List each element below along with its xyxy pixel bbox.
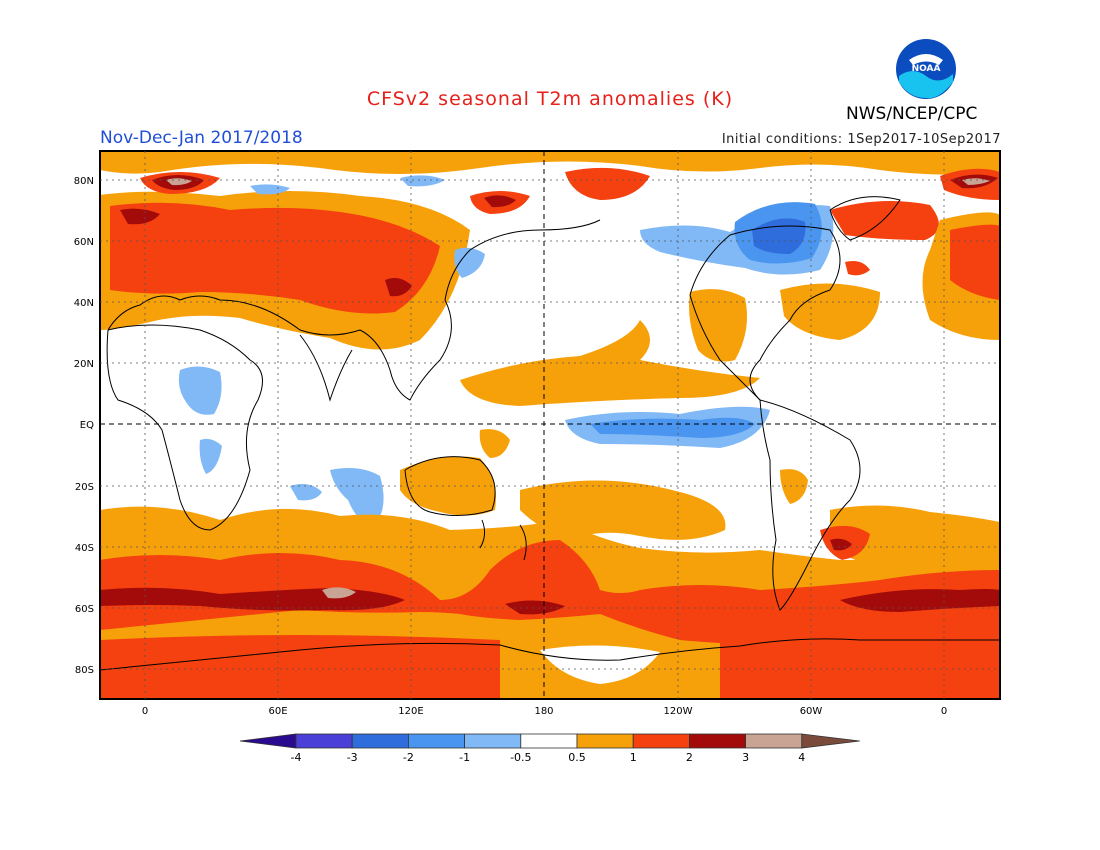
initial-conditions: Initial conditions: 1Sep2017-10Sep2017	[721, 132, 1001, 147]
legend-label: -1	[459, 751, 470, 764]
lat-label: 20N	[74, 359, 94, 370]
lon-label: 60W	[800, 706, 823, 717]
legend-swatch	[464, 733, 522, 749]
legend-swatch	[689, 733, 747, 749]
agency-label: NWS/NCEP/CPC	[846, 104, 978, 124]
legend-swatch	[632, 733, 690, 749]
legend-label: 3	[742, 751, 749, 764]
lat-label: 60S	[75, 604, 94, 615]
lon-label: 60E	[268, 706, 287, 717]
lon-label: 0	[142, 706, 148, 717]
legend-swatch	[295, 733, 353, 749]
lon-label: 180	[534, 706, 553, 717]
gridlines	[100, 151, 1000, 699]
lat-label: 80S	[75, 665, 94, 676]
legend-label: -3	[347, 751, 358, 764]
coastlines	[100, 196, 1000, 671]
legend-label: 4	[798, 751, 805, 764]
legend-label: -0.5	[510, 751, 531, 764]
legend-swatch	[801, 733, 860, 749]
svg-text:NOAA: NOAA	[912, 64, 941, 74]
legend-label: -2	[403, 751, 414, 764]
legend-swatch	[576, 733, 634, 749]
legend-label: 0.5	[568, 751, 586, 764]
legend-swatch	[239, 733, 297, 749]
lat-label: EQ	[80, 420, 94, 431]
legend-swatch	[745, 733, 803, 749]
lon-label: 0	[941, 706, 947, 717]
color-legend: -4 -3 -2 -1 -0.5 0.5 1 2 3 4	[239, 733, 860, 764]
legend-label: 2	[686, 751, 693, 764]
legend-label: 1	[630, 751, 637, 764]
forecast-period: Nov-Dec-Jan 2017/2018	[100, 128, 303, 148]
lon-label: 120E	[398, 706, 423, 717]
lat-label: 80N	[74, 176, 94, 187]
map-title: CFSv2 seasonal T2m anomalies (K)	[366, 88, 734, 110]
legend-swatch	[520, 733, 578, 749]
legend-swatch	[407, 733, 465, 749]
lon-label: 120W	[664, 706, 693, 717]
lat-label: 40N	[74, 298, 94, 309]
lat-label: 60N	[74, 237, 94, 248]
lat-label: 40S	[75, 543, 94, 554]
lat-label: 20S	[75, 482, 94, 493]
legend-swatch	[351, 733, 409, 749]
legend-label: -4	[291, 751, 302, 764]
noaa-logo: NOAA	[896, 39, 956, 99]
